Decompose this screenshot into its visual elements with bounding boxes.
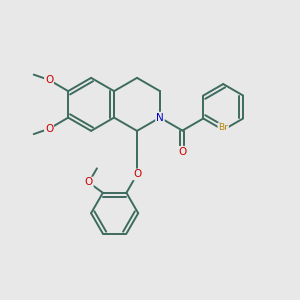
Text: O: O <box>178 147 187 157</box>
Text: O: O <box>85 178 93 188</box>
Text: O: O <box>45 124 53 134</box>
Text: N: N <box>156 112 164 123</box>
Text: O: O <box>133 169 141 179</box>
Text: Br: Br <box>218 123 228 132</box>
Text: O: O <box>45 75 53 85</box>
